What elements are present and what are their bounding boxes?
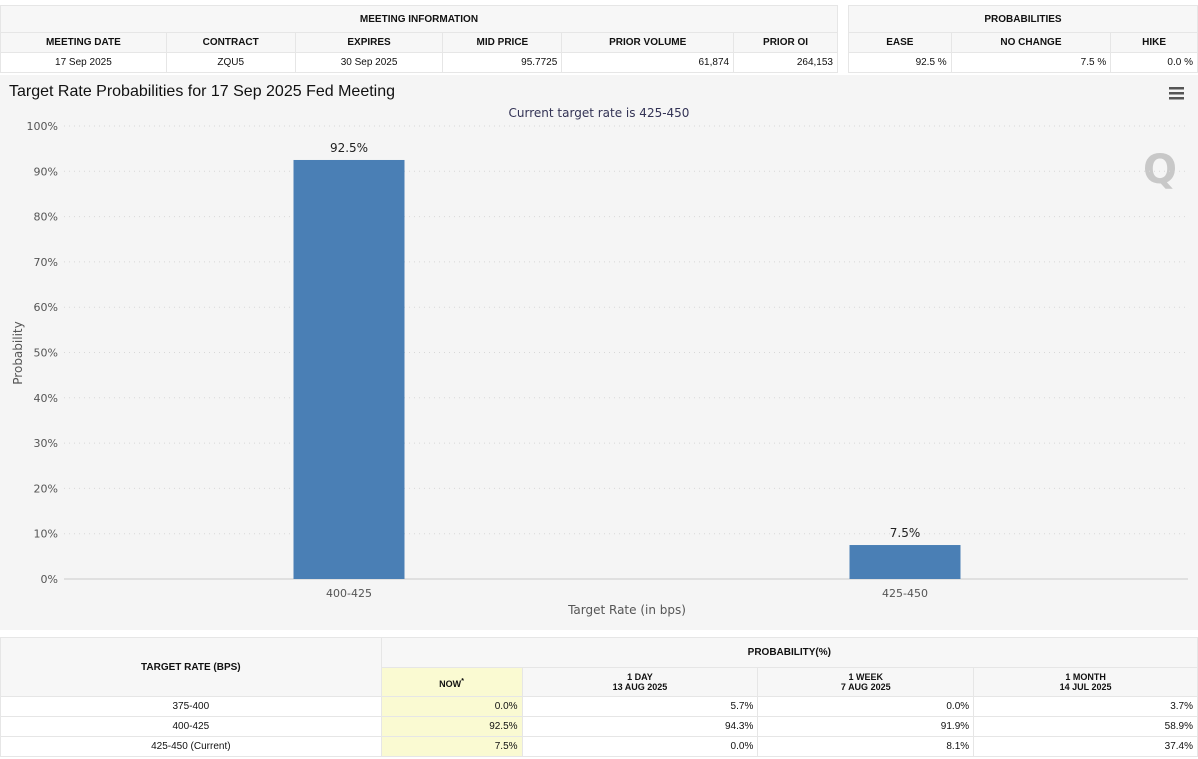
y-axis-label: Probability [11,321,25,384]
probability-cell: 58.9% [973,716,1198,737]
bar-400-425[interactable] [293,159,405,579]
x-tick-label: 400-425 [326,587,372,600]
watermark-q-logo: Q [1143,147,1177,193]
column-date: 13 AUG 2025 [612,682,668,692]
data-label: 92.5% [330,141,368,155]
menu-icon[interactable] [1169,87,1184,100]
hike-value: 0.0 % [1110,52,1198,73]
column-label: 1 DAY [627,672,653,682]
col-contract: CONTRACT [165,32,296,53]
y-tick-label: 80% [34,211,58,224]
probability-table: TARGET RATE (BPS) PROBABILITY(%) NOW* 1 DA… [0,637,1198,757]
y-tick-label: 90% [34,165,58,178]
probability-cell: 8.1% [757,736,975,757]
probability-cell: 94.3% [521,716,759,737]
column-label: 1 MONTH [1065,672,1106,682]
meeting-information-table: MEETING INFORMATION MEETING DATE CONTRACT… [0,5,838,73]
bar-chart: Target Rate Probabilities for 17 Sep 202… [9,83,1188,617]
contract: ZQU5 [165,52,296,73]
meeting-date: 17 Sep 2025 [0,52,167,73]
probability-header: PROBABILITY(%) [380,637,1198,668]
footnote-marker: * [461,675,465,685]
y-tick-label: 0% [41,573,58,586]
chart-container: Target Rate Probabilities for 17 Sep 202… [0,75,1198,630]
col-no-change: NO CHANGE [950,32,1112,53]
col-prior-volume: PRIOR VOLUME [561,32,735,53]
target-rate: 400-425 [0,716,382,737]
column-date: 14 JUL 2025 [1059,682,1112,692]
y-tick-label: 70% [34,256,58,269]
meeting-info-title: MEETING INFORMATION [0,5,838,33]
col-mid-price: MID PRICE [442,32,563,53]
target-rate: 425-450 (Current) [0,736,382,757]
col-prior-oi: PRIOR OI [733,32,838,53]
column-label: 1 WEEK [848,672,883,682]
probability-cell: 0.0% [380,696,523,717]
col-hike: HIKE [1110,32,1198,53]
y-tick-label: 100% [27,120,58,133]
prior-volume: 61,874 [561,52,735,73]
chart-subtitle: Current target rate is 425-450 [509,106,690,120]
y-tick-label: 60% [34,301,58,314]
bar-425-450[interactable] [849,545,961,579]
prior-oi: 264,153 [733,52,838,73]
col-1-month: 1 MONTH 14 JUL 2025 [973,667,1198,697]
column-date: 7 AUG 2025 [840,682,891,692]
y-tick-label: 30% [34,437,58,450]
probability-cell: 37.4% [973,736,1198,757]
expires: 30 Sep 2025 [294,52,444,73]
probability-cell: 7.5% [380,736,523,757]
probability-cell: 0.0% [521,736,759,757]
table-row: 400-425 92.5% 94.3% 91.9% 58.9% [0,716,1198,737]
column-label: NOW [439,678,462,689]
probability-cell: 3.7% [973,696,1198,717]
x-axis-label: Target Rate (in bps) [567,603,686,617]
mid-price: 95.7725 [442,52,563,73]
ease-value: 92.5 % [848,52,952,73]
col-meeting-date: MEETING DATE [0,32,167,53]
col-1-day: 1 DAY 13 AUG 2025 [521,667,759,697]
probabilities-table: PROBABILITIES EASE NO CHANGE HIKE 92.5 % 7.… [848,5,1198,73]
data-label: 7.5% [890,526,921,540]
y-tick-label: 20% [34,482,58,495]
col-1-week: 1 WEEK 7 AUG 2025 [757,667,975,697]
probability-cell: 91.9% [757,716,975,737]
probability-cell: 92.5% [380,716,523,737]
probability-cell: 5.7% [521,696,759,717]
y-tick-label: 10% [34,528,58,541]
target-rate: 375-400 [0,696,382,717]
no-change-value: 7.5 % [950,52,1112,73]
y-tick-label: 50% [34,347,58,360]
col-ease: EASE [848,32,952,53]
table-row: 425-450 (Current) 7.5% 0.0% 8.1% 37.4% [0,736,1198,757]
col-now: NOW* [380,667,523,697]
x-tick-label: 425-450 [882,587,928,600]
y-tick-label: 40% [34,392,58,405]
table-row: 375-400 0.0% 5.7% 0.0% 3.7% [0,696,1198,717]
chart-title: Target Rate Probabilities for 17 Sep 202… [9,83,395,100]
col-target-rate: TARGET RATE (BPS) [0,637,382,697]
probabilities-title: PROBABILITIES [848,5,1198,33]
probability-cell: 0.0% [757,696,975,717]
col-expires: EXPIRES [294,32,444,53]
